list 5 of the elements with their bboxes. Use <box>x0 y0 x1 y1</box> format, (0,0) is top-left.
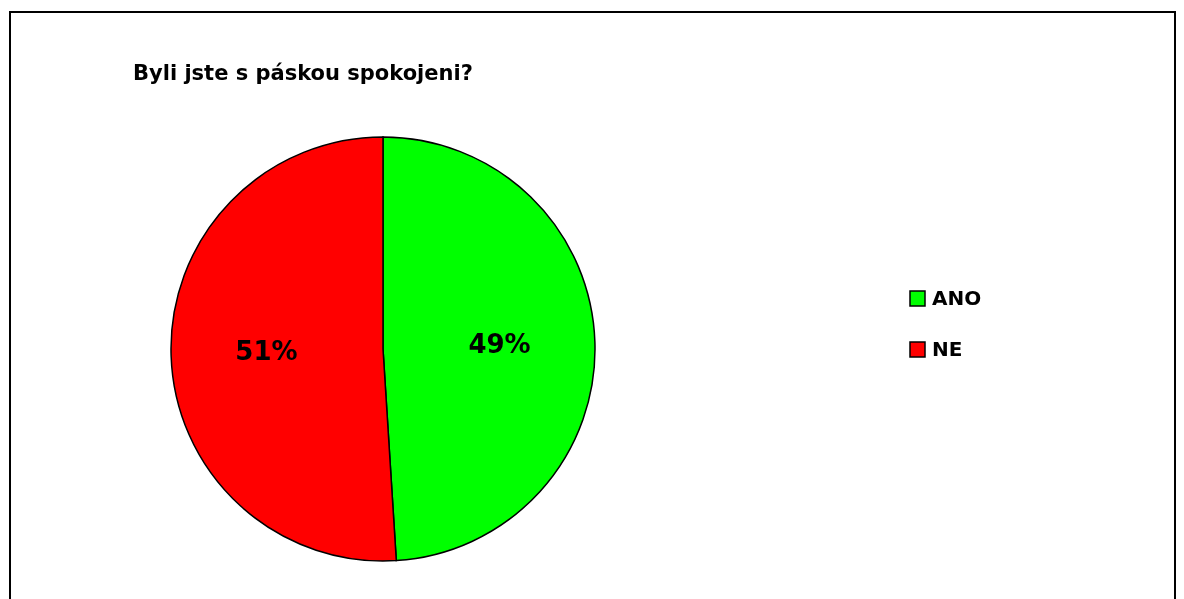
legend-label: ANO <box>932 285 982 310</box>
data-label: 51% <box>235 336 298 367</box>
data-label: 49% <box>468 328 531 359</box>
chart-title: Byli jste s páskou spokojeni? <box>133 61 473 85</box>
legend-label: NE <box>932 336 963 361</box>
